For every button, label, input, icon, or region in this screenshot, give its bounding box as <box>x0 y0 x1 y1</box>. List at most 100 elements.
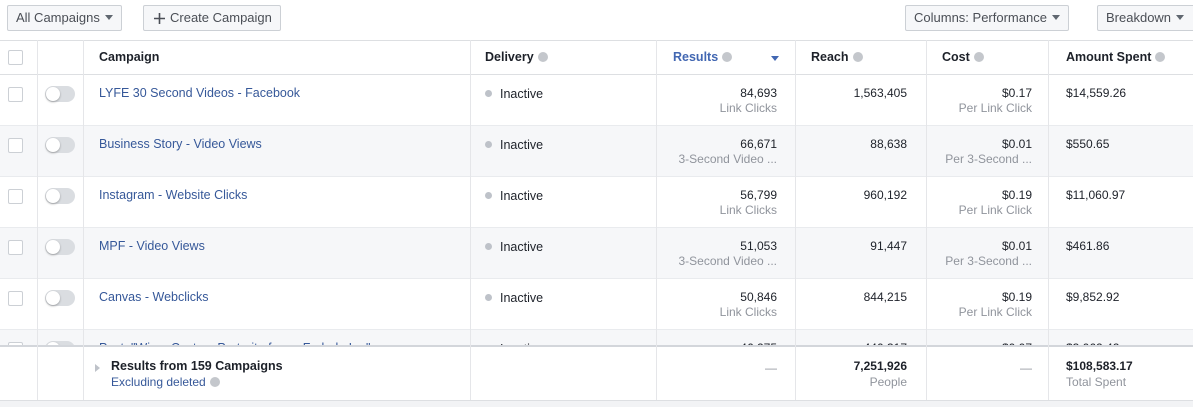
summary-amount: $108,583.17 <box>1066 359 1133 373</box>
campaign-name[interactable]: LYFE 30 Second Videos - Facebook <box>99 86 301 100</box>
results-label: Link Clicks <box>719 203 777 217</box>
campaign-name[interactable]: Business Story - Video Views <box>99 137 262 151</box>
create-label: Create Campaign <box>170 10 272 25</box>
cost-label: Per 3-Second ... <box>945 152 1032 166</box>
row-checkbox[interactable] <box>8 138 23 153</box>
cost-label: Per Link Click <box>958 101 1032 115</box>
row-toggle[interactable] <box>45 86 75 102</box>
plus-icon <box>154 13 165 24</box>
info-icon <box>537 52 548 62</box>
info-icon <box>973 52 984 62</box>
delivery: Inactive <box>500 189 544 203</box>
campaign-name[interactable]: Canvas - Webclicks <box>99 290 209 304</box>
summary-reach-label: People <box>869 375 907 389</box>
results: 46,275 <box>740 341 777 345</box>
summary-subtitle: Excluding deleted <box>111 375 220 389</box>
column-divider <box>83 40 84 400</box>
header-label: Delivery <box>485 50 534 64</box>
row-toggle[interactable] <box>45 341 75 345</box>
column-divider <box>37 40 38 400</box>
column-header[interactable]: Results <box>673 50 733 64</box>
column-header[interactable]: Delivery <box>485 50 548 64</box>
column-divider <box>1048 40 1049 400</box>
results: 51,053 <box>740 239 777 253</box>
status-dot <box>485 294 492 301</box>
campaign-name[interactable]: Post: "Win a Custom Portrait of your Fur… <box>99 341 370 345</box>
cost: $0.19 <box>1001 290 1032 304</box>
row-checkbox[interactable] <box>8 342 23 345</box>
info-icon <box>209 377 220 387</box>
column-divider <box>470 40 471 400</box>
select-all[interactable] <box>8 50 23 65</box>
create-button[interactable]: Create Campaign <box>143 5 281 31</box>
breakdown-button[interactable]: Breakdown <box>1097 5 1193 31</box>
header-label: Amount Spent <box>1066 50 1152 64</box>
header-label: Reach <box>811 50 849 64</box>
cost-label: Per Link Click <box>958 305 1032 319</box>
campaign-row: Post: "Win a Custom Portrait of your Fur… <box>0 330 1193 345</box>
delivery: Inactive <box>500 291 544 305</box>
cost-label: Per 3-Second ... <box>945 254 1032 268</box>
summary-results: — <box>765 361 777 375</box>
amount-spent: $9,852.92 <box>1066 290 1120 304</box>
campaign-name[interactable]: Instagram - Website Clicks <box>99 188 248 202</box>
amount-spent: $461.86 <box>1066 239 1110 253</box>
rows: LYFE 30 Second Videos - Facebook Inactive… <box>0 75 1193 345</box>
filter-label: All Campaigns <box>16 10 100 25</box>
delivery: Inactive <box>500 342 543 345</box>
cost: $0.01 <box>1001 239 1032 253</box>
header-row <box>0 40 1193 75</box>
reach: 440,317 <box>864 341 907 345</box>
header-label: Results <box>673 50 719 64</box>
campaigns-filter[interactable]: All Campaigns <box>7 5 122 31</box>
sort-caret <box>771 56 779 61</box>
campaign-row: Instagram - Website Clicks Inactive 56,799… <box>0 177 1193 228</box>
cost: $0.07 <box>1002 341 1032 345</box>
subtitle-text: Excluding deleted <box>111 375 206 389</box>
column-divider <box>656 40 657 400</box>
column-divider <box>926 40 927 400</box>
cost: $0.01 <box>1001 137 1032 151</box>
summary-title: Results from 159 Campaigns <box>111 359 283 373</box>
results-label: Link Clicks <box>719 305 777 319</box>
reach: 960,192 <box>863 188 907 202</box>
campaign-name[interactable]: MPF - Video Views <box>99 239 205 253</box>
reach: 1,563,405 <box>853 86 907 100</box>
results: 56,799 <box>740 188 777 202</box>
status-dot <box>485 243 492 250</box>
row-toggle[interactable] <box>45 137 75 153</box>
reach: 844,215 <box>863 290 907 304</box>
campaign-row: Business Story - Video Views Inactive 66,6… <box>0 126 1193 177</box>
column-header[interactable]: Amount Spent <box>1066 50 1166 64</box>
delivery: Inactive <box>500 138 544 152</box>
column-header[interactable]: Cost <box>942 50 984 64</box>
summary-amount-label: Total Spent <box>1066 375 1127 389</box>
info-icon <box>852 52 863 62</box>
column-header[interactable]: Campaign <box>99 50 159 64</box>
row-checkbox[interactable] <box>8 291 23 306</box>
results-label: 3-Second Video ... <box>678 254 777 268</box>
cost-label: Per Link Click <box>958 203 1032 217</box>
amount-spent: $3,062.42 <box>1066 341 1119 345</box>
results: 50,846 <box>740 290 777 304</box>
row-toggle[interactable] <box>45 290 75 306</box>
row-toggle[interactable] <box>45 239 75 255</box>
column-divider <box>795 40 796 400</box>
summary-cost: — <box>1020 361 1032 375</box>
row-checkbox[interactable] <box>8 189 23 204</box>
cost: $0.19 <box>1001 188 1032 202</box>
expand-arrow[interactable] <box>95 364 100 372</box>
delivery: Inactive <box>500 87 544 101</box>
header-label: Campaign <box>99 50 160 64</box>
row-checkbox[interactable] <box>8 240 23 255</box>
row-checkbox[interactable] <box>8 87 23 102</box>
column-header[interactable]: Reach <box>811 50 863 64</box>
campaign-row: LYFE 30 Second Videos - Facebook Inactive… <box>0 75 1193 126</box>
amount-spent: $550.65 <box>1066 137 1110 151</box>
status-dot <box>485 192 492 199</box>
row-toggle[interactable] <box>45 188 75 204</box>
cost: $0.17 <box>1001 86 1032 100</box>
columns-button[interactable]: Columns: Performance <box>905 5 1069 31</box>
delivery: Inactive <box>500 240 544 254</box>
campaign-row: Canvas - Webclicks Inactive 50,846 Link Cli… <box>0 279 1193 330</box>
